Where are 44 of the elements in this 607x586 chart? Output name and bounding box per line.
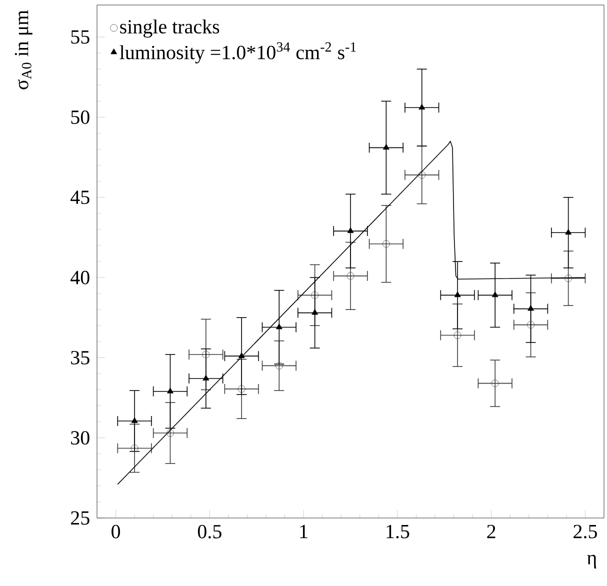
point <box>418 104 426 110</box>
legend-label: single tracks <box>120 19 220 38</box>
x-tick-label: 0 <box>112 524 120 538</box>
point <box>418 171 426 179</box>
x-tick-label: 2 <box>487 524 496 538</box>
x-tick-label: 0.5 <box>198 524 222 538</box>
point <box>565 228 572 235</box>
point <box>564 274 572 282</box>
point <box>492 291 498 298</box>
point <box>527 321 534 329</box>
point <box>491 380 499 388</box>
point <box>238 385 246 393</box>
point <box>275 362 283 370</box>
y-axis-title: σ$_{A0}$ in μm <box>14 10 32 90</box>
point <box>346 272 354 280</box>
point <box>202 374 210 380</box>
point <box>276 324 282 330</box>
x-tick-label: 1 <box>300 524 308 538</box>
point <box>167 388 174 394</box>
y-tick-label: 50 <box>71 110 90 124</box>
point <box>528 305 534 311</box>
y-tick-label: 40 <box>70 270 90 284</box>
point <box>131 417 138 423</box>
y-tick-label: 55 <box>71 30 90 44</box>
x-axis-title: η <box>586 554 596 569</box>
point <box>382 240 390 248</box>
y-tick-label: 35 <box>71 350 90 364</box>
x-tick-label: 2.5 <box>574 524 597 538</box>
y-tick-label: 25 <box>71 511 90 525</box>
y-tick-label: 30 <box>71 431 90 445</box>
point <box>311 291 319 299</box>
point <box>347 227 354 233</box>
point <box>382 144 390 150</box>
point <box>238 352 245 358</box>
y-tick-label: 45 <box>70 190 90 204</box>
point <box>202 350 210 358</box>
x-tick-label: 1.5 <box>386 524 410 538</box>
point <box>130 444 138 452</box>
point <box>454 291 461 298</box>
point <box>312 309 318 315</box>
legend-label: luminosity =1.0*10$^{34}$ cm$^{-2}$ s$^{-1}$ <box>120 42 356 64</box>
line-series <box>117 140 586 485</box>
point <box>166 429 174 437</box>
point <box>454 332 462 339</box>
